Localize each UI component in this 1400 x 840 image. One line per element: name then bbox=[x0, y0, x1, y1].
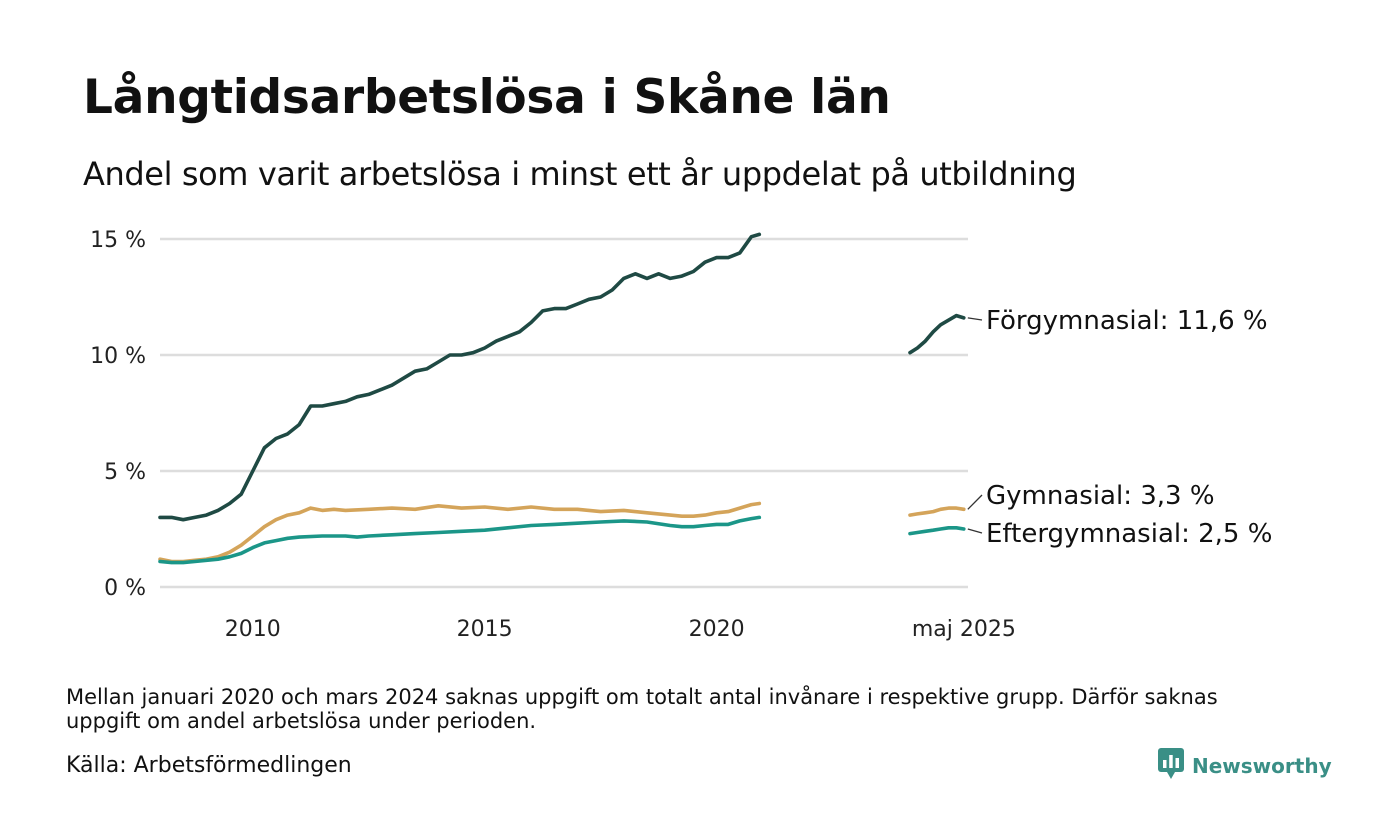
series-line-eftergymnasial bbox=[908, 526, 966, 536]
y-tick-label: 5 % bbox=[104, 460, 146, 485]
series-line-gymnasial bbox=[158, 501, 762, 564]
y-tick-label: 15 % bbox=[90, 228, 146, 253]
series-line-förgymnasial bbox=[158, 232, 762, 522]
leader-line bbox=[967, 494, 983, 510]
chart-note: Mellan januari 2020 och mars 2024 saknas… bbox=[66, 685, 1218, 733]
newsworthy-logo: Newsworthy bbox=[1158, 748, 1332, 784]
bar-chart-speech-bubble-icon bbox=[1158, 748, 1184, 784]
leader-line bbox=[967, 317, 983, 321]
series-end-label: Eftergymnasial: 2,5 % bbox=[986, 519, 1272, 549]
leader-line bbox=[967, 528, 983, 534]
chart-title: Långtidsarbetslösa i Skåne län bbox=[83, 70, 891, 125]
y-tick-label: 10 % bbox=[90, 344, 146, 369]
x-tick-label: 2010 bbox=[225, 617, 281, 642]
y-tick-label: 0 % bbox=[104, 576, 146, 601]
series-end-label: Gymnasial: 3,3 % bbox=[986, 481, 1215, 511]
chart-source: Källa: Arbetsförmedlingen bbox=[66, 753, 352, 778]
line-chart: 0 % 5 % 10 % 15 % 2010 2015 2020 maj 2025 Förgym… bbox=[90, 228, 1272, 642]
logo-text: Newsworthy bbox=[1192, 754, 1332, 778]
series-line-förgymnasial bbox=[908, 313, 966, 355]
x-tick-label: 2015 bbox=[457, 617, 513, 642]
x-tick-label: maj 2025 bbox=[912, 617, 1016, 642]
chart-subtitle: Andel som varit arbetslösa i minst ett å… bbox=[83, 155, 1077, 193]
x-tick-label: 2020 bbox=[689, 617, 745, 642]
series-line-eftergymnasial bbox=[158, 515, 762, 565]
series-end-label: Förgymnasial: 11,6 % bbox=[986, 306, 1268, 336]
series-line-gymnasial bbox=[908, 506, 966, 517]
